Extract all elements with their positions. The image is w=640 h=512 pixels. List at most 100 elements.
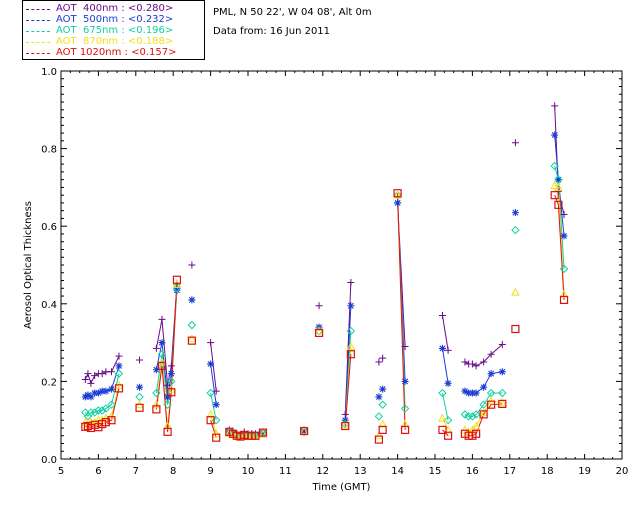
data-point	[152, 400, 161, 409]
data-point	[497, 398, 507, 407]
data-point	[471, 421, 481, 430]
data-point	[379, 385, 387, 393]
x-tick-label: 5	[58, 466, 64, 477]
x-tick-label: 15	[429, 466, 442, 477]
data-point	[438, 425, 447, 434]
data-point	[550, 180, 560, 189]
data-point	[487, 400, 496, 409]
data-point	[259, 429, 267, 437]
data-point	[300, 426, 309, 436]
x-tick-label: 16	[466, 466, 479, 477]
x-tick-label: 6	[95, 466, 101, 477]
data-point	[167, 388, 176, 397]
data-point	[378, 419, 387, 428]
data-point	[107, 368, 115, 376]
legend-line-400nm	[26, 9, 50, 10]
data-point	[172, 279, 182, 288]
data-point	[163, 427, 172, 436]
data-point	[152, 405, 161, 414]
x-tick-label: 9	[207, 466, 213, 477]
data-point	[187, 320, 197, 330]
data-point	[438, 344, 446, 352]
data-point	[472, 429, 481, 438]
data-point	[341, 421, 350, 431]
x-tick-label: 13	[354, 466, 367, 477]
data-point	[554, 176, 562, 184]
data-point	[258, 428, 268, 437]
data-point	[152, 388, 161, 398]
data-point	[102, 387, 110, 395]
data-point	[468, 389, 476, 397]
data-point	[550, 191, 559, 200]
data-point	[443, 431, 453, 440]
data-point	[472, 389, 480, 397]
data-point	[157, 357, 167, 366]
data-point	[135, 403, 144, 412]
legend-label-675nm: AOT 675nm : <0.196>	[56, 25, 174, 36]
data-point	[187, 336, 196, 345]
data-point	[173, 286, 181, 294]
x-tick-label: 18	[541, 466, 554, 477]
data-point	[135, 392, 144, 402]
data-point	[346, 350, 355, 359]
data-point	[84, 370, 92, 378]
y-tick-label: 0.4	[41, 300, 57, 311]
data-point	[375, 393, 383, 401]
data-point	[115, 352, 123, 360]
data-point	[554, 200, 563, 209]
data-point	[394, 199, 402, 207]
data-point	[152, 366, 160, 374]
data-point	[152, 344, 160, 352]
data-point	[560, 232, 568, 240]
data-point	[471, 410, 481, 419]
x-axis-label: Time (GMT)	[312, 482, 371, 493]
data-point	[480, 358, 488, 366]
data-point	[346, 341, 356, 350]
data-point	[468, 412, 477, 421]
data-point	[379, 354, 387, 362]
data-point	[114, 369, 124, 378]
series-line	[84, 355, 120, 385]
series-lines	[84, 105, 565, 438]
data-point	[511, 324, 520, 334]
legend-label-400nm: AOT 400nm : <0.280>	[56, 3, 174, 14]
legend-entry-870nm: AOT 870nm : <0.188>	[26, 36, 204, 49]
legend-entry-500nm: AOT 500nm : <0.232>	[26, 14, 204, 27]
data-point	[393, 189, 402, 198]
series-line	[210, 392, 217, 421]
legend-entry-1020nm: AOT 1020nm : <0.157>	[26, 47, 204, 60]
data-point	[206, 409, 215, 418]
data-point	[314, 326, 324, 335]
data-point	[81, 375, 89, 383]
legend: AOT 400nm : <0.280> AOT 500nm : <0.232> …	[22, 0, 205, 60]
data-point	[438, 311, 446, 319]
x-tick-label: 11	[279, 466, 292, 477]
data-point	[393, 190, 402, 199]
data-point	[498, 399, 507, 409]
data-point	[551, 131, 559, 139]
data-point	[480, 383, 488, 391]
series-line	[155, 279, 178, 432]
data-point	[401, 342, 409, 350]
data-point	[443, 415, 453, 425]
data-point	[101, 418, 110, 427]
data-point	[315, 302, 323, 310]
data-point	[164, 381, 172, 389]
data-point	[551, 102, 559, 110]
data-point	[81, 422, 90, 431]
y-tick-label: 0.6	[41, 222, 57, 233]
y-axis-label: Aerosol Optical Thickness	[23, 201, 34, 329]
series-line	[210, 363, 217, 405]
y-tick-label: 0.2	[41, 377, 57, 388]
x-tick-label: 8	[170, 466, 176, 477]
data-point	[87, 393, 95, 401]
data-point	[465, 389, 473, 397]
x-tick-label: 7	[133, 466, 139, 477]
data-point	[158, 315, 166, 323]
data-point	[374, 435, 383, 444]
y-tick-label: 1.0	[41, 67, 57, 78]
series-line	[210, 342, 217, 392]
date-text: Data from: 16 Jun 2011	[213, 26, 331, 37]
data-point	[472, 362, 480, 370]
